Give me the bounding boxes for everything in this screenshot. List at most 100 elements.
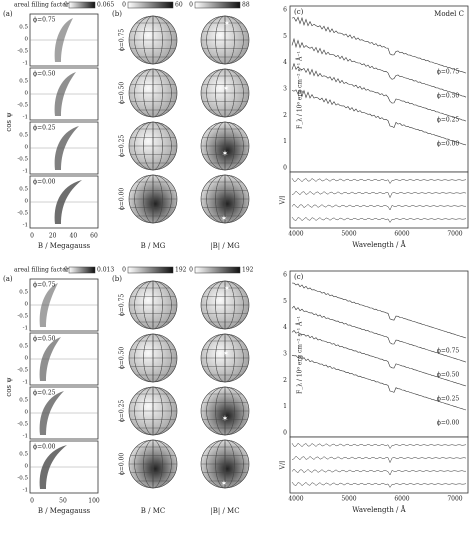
panel-label: (a): [3, 275, 13, 283]
colorbar-tick: 0.013: [97, 267, 114, 274]
x-axis-label: B / MC: [141, 507, 165, 515]
polarisation: [291, 468, 466, 476]
phase-label: ϕ=0.75: [119, 294, 126, 317]
colorbar: [127, 1, 174, 9]
phase-label: ϕ=0.25: [33, 390, 56, 397]
pole-marker: ✶: [224, 284, 231, 293]
y-tick-label: 0: [25, 356, 29, 362]
meridian: [206, 174, 244, 224]
pole-marker: ✶: [223, 84, 230, 93]
spectrum: [291, 62, 467, 122]
y-tick-label: 0: [25, 302, 29, 308]
x-axis-label: |B| / MG: [210, 242, 240, 250]
meridian: [206, 68, 244, 118]
phase-label: ϕ=0.50: [33, 336, 56, 343]
polarisation-box: [289, 171, 469, 229]
x-axis-label: B / MG: [141, 242, 166, 250]
phase-label: ϕ=0.25: [437, 396, 460, 403]
x-tick-label: 6000: [394, 496, 409, 503]
y-tick-label: -0.5: [17, 103, 28, 109]
y-tick-label: 5: [283, 298, 287, 305]
y-tick-label: 3: [283, 351, 287, 358]
spectrum: [291, 354, 467, 411]
phase-label: ϕ=0.25: [437, 117, 460, 124]
distribution: [54, 180, 82, 224]
y-tick-label: -1: [23, 169, 28, 175]
y-tick-label: -1: [23, 223, 28, 229]
y-tick-label: 0: [283, 430, 287, 437]
meridian: [134, 333, 172, 383]
phase-label: ϕ=0.00: [119, 453, 126, 476]
y-tick-label: 6: [283, 272, 287, 279]
x-axis-label: Wavelength / Å: [352, 505, 406, 514]
distribution: [39, 445, 67, 489]
polarisation: [291, 216, 467, 223]
y-tick-label: -1: [23, 434, 28, 440]
y-tick-label: -1: [23, 326, 28, 332]
spectrum-box: [289, 5, 469, 173]
colorbar: [127, 266, 174, 274]
y-tick-label: 0.5: [19, 290, 28, 296]
panel-label: (c): [294, 8, 304, 16]
y-tick-label: 5: [283, 33, 287, 40]
x-tick-label: 0: [30, 498, 34, 505]
phase-label: ϕ=0.00: [33, 179, 56, 186]
y-tick-label: -0.5: [17, 422, 28, 428]
meridian: [206, 15, 244, 65]
y-tick-label: 2: [283, 112, 287, 119]
colorbar-tick: 0: [189, 267, 193, 274]
distribution: [54, 72, 76, 116]
y-axis-label: F_λ / 10⁶ erg cm⁻² s⁻¹ Å⁻¹: [296, 316, 304, 394]
colorbar-tick: 0: [189, 2, 193, 9]
x-axis-label: B / Megagauss: [38, 507, 91, 515]
phase-label: ϕ=0.00: [119, 188, 126, 211]
phase-label: ϕ=0.75: [119, 29, 126, 52]
pole-marker: ✶: [222, 149, 229, 158]
y-tick-label: -1: [23, 61, 28, 67]
meridian: [134, 439, 172, 489]
pole-marker: ✶: [222, 414, 229, 423]
colorbar-title: areal filling factor: [14, 2, 69, 9]
colorbar-tick: 0: [64, 267, 68, 274]
phase-label: ϕ=0.00: [33, 444, 56, 451]
x-tick-label: 0: [30, 233, 34, 240]
y-tick-label: 0: [25, 199, 29, 205]
meridian: [134, 121, 172, 171]
polarisation: [291, 455, 467, 464]
phase-label: ϕ=0.50: [119, 347, 126, 370]
spectrum: [291, 330, 467, 387]
meridian: [206, 333, 244, 383]
spectrum: [291, 16, 467, 74]
panel-label: (b): [112, 10, 122, 18]
meridian: [134, 280, 172, 330]
x-tick-label: 50: [59, 498, 67, 505]
y-axis-label: cos ψ: [5, 377, 13, 397]
spectrum: [291, 282, 467, 339]
colorbar-tick: 60: [175, 2, 183, 9]
meridian: [206, 121, 244, 171]
v-axis-label: V/I: [280, 195, 287, 205]
distribution: [39, 391, 64, 435]
distribution: [54, 126, 79, 170]
spectrum: [291, 88, 467, 146]
y-tick-label: 0.5: [19, 25, 28, 31]
phase-label: ϕ=0.50: [119, 82, 126, 105]
model-label: Model C: [434, 10, 464, 18]
phase-label: ϕ=0.75: [33, 282, 56, 289]
phase-label: ϕ=0.75: [437, 69, 460, 76]
y-tick-label: -1: [23, 380, 28, 386]
y-tick-label: -0.5: [17, 49, 28, 55]
polarisation: [291, 190, 467, 199]
x-tick-label: 4000: [288, 231, 303, 238]
spectrum-box: [289, 270, 469, 438]
y-axis-label: cos ψ: [5, 112, 13, 132]
y-tick-label: 0: [25, 37, 29, 43]
y-tick-label: -1: [23, 115, 28, 121]
colorbar-tick: 0: [122, 267, 126, 274]
y-axis-label: F_λ / 10⁶ erg cm⁻² s⁻¹ Å⁻¹: [296, 51, 304, 129]
meridian: [134, 15, 172, 65]
colorbar-tick: 0.065: [97, 2, 114, 9]
colorbar-tick: 0: [122, 2, 126, 9]
colorbar-tick: 0: [64, 2, 68, 9]
polarisation: [291, 442, 467, 449]
